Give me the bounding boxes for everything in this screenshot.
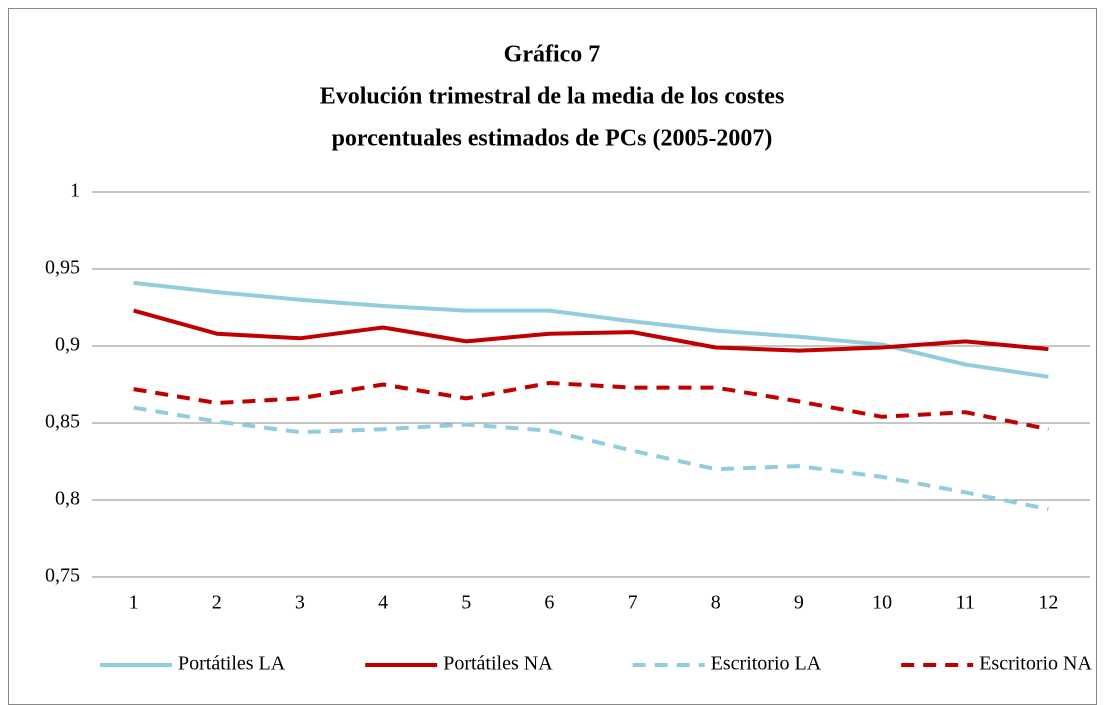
- x-tick-label: 7: [628, 592, 638, 614]
- chart-subtitle: Evolución trimestral de la media de los …: [320, 84, 785, 110]
- series-line: [133, 308, 1049, 353]
- x-tick-label: 6: [544, 592, 554, 614]
- chart-frame: [8, 8, 1097, 705]
- y-tick-label: 0,75: [45, 565, 80, 587]
- chart-subtitle: porcentuales estimados de PCs (2005-2007…: [332, 126, 773, 152]
- y-tick-label: 0,9: [55, 334, 80, 356]
- y-tick-label: 0,8: [55, 488, 80, 510]
- y-tick-label: 0,85: [45, 411, 80, 433]
- series-line: [133, 381, 1049, 432]
- y-tick-label: 1: [70, 180, 80, 202]
- legend-label: Escritorio LA: [711, 653, 822, 675]
- x-tick-label: 12: [1038, 592, 1058, 614]
- x-tick-label: 11: [956, 592, 975, 614]
- legend-label: Portátiles LA: [178, 653, 286, 675]
- legend-label: Portátiles NA: [443, 653, 553, 675]
- chart-title: Gráfico 7: [504, 42, 601, 68]
- x-tick-label: 4: [378, 592, 388, 614]
- series-line: [133, 405, 1049, 512]
- x-tick-label: 5: [461, 592, 471, 614]
- x-tick-label: 2: [212, 592, 222, 614]
- x-tick-label: 1: [129, 592, 139, 614]
- legend-label: Escritorio NA: [979, 653, 1092, 675]
- x-tick-label: 8: [711, 592, 721, 614]
- x-tick-label: 10: [872, 592, 892, 614]
- x-tick-label: 3: [295, 592, 305, 614]
- y-tick-label: 0,95: [45, 257, 80, 279]
- x-tick-label: 9: [794, 592, 804, 614]
